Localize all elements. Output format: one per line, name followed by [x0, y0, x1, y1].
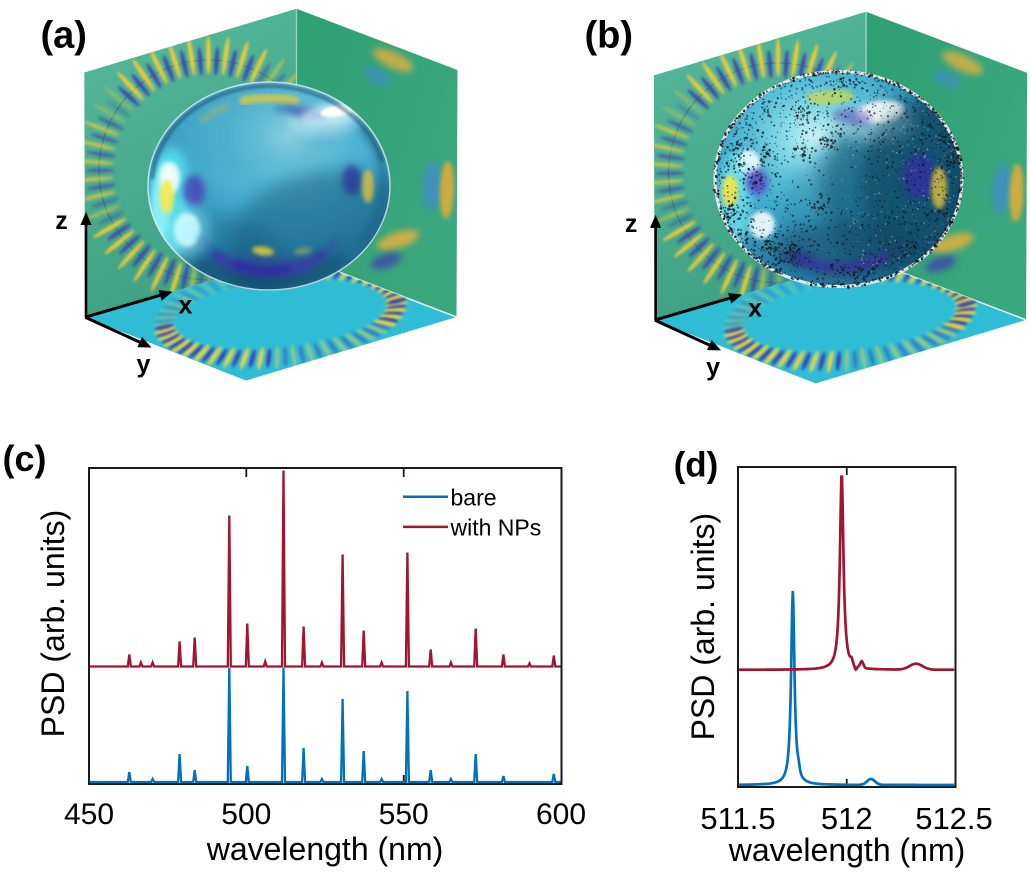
svg-text:x: x: [179, 292, 193, 320]
svg-text:z: z: [625, 210, 638, 238]
svg-text:y: y: [706, 353, 720, 381]
svg-text:wavelength (nm): wavelength (nm): [728, 832, 966, 868]
svg-text:bare: bare: [451, 485, 497, 511]
svg-text:(b): (b): [585, 15, 634, 57]
svg-text:512.5: 512.5: [915, 801, 993, 836]
svg-text:PSD (arb. units): PSD (arb. units): [35, 510, 71, 738]
svg-text:511.5: 511.5: [700, 801, 775, 836]
svg-text:(c): (c): [3, 438, 47, 479]
svg-text:512: 512: [821, 801, 873, 836]
svg-text:y: y: [137, 351, 151, 379]
svg-text:(a): (a): [41, 15, 87, 57]
svg-text:(d): (d): [674, 446, 719, 485]
svg-text:450: 450: [64, 798, 114, 831]
svg-text:PSD (arb. units): PSD (arb. units): [685, 513, 721, 741]
svg-text:500: 500: [221, 798, 271, 831]
svg-text:x: x: [748, 294, 762, 322]
svg-text:550: 550: [379, 798, 429, 831]
svg-text:z: z: [55, 207, 68, 235]
svg-text:wavelength (nm): wavelength (nm): [206, 831, 444, 867]
svg-text:600: 600: [536, 798, 586, 831]
svg-text:with NPs: with NPs: [450, 515, 542, 541]
